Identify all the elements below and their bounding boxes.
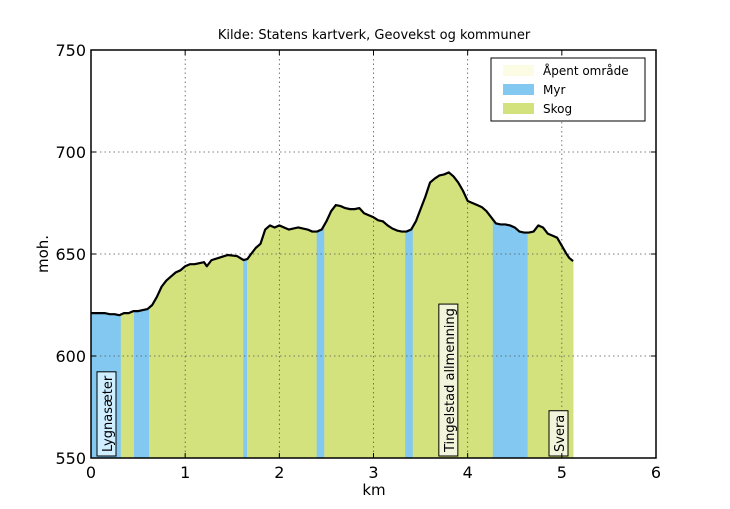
chart-title: Kilde: Statens kartverk, Geovekst og kom… bbox=[218, 28, 531, 43]
x-tick-label: 1 bbox=[180, 463, 190, 482]
terrain-segment-myr bbox=[492, 218, 529, 459]
y-axis-label: moh. bbox=[34, 235, 52, 273]
place-label: Lygnasæter bbox=[96, 371, 117, 457]
terrain-segment-myr bbox=[405, 225, 414, 459]
place-label-box bbox=[548, 410, 569, 457]
elevation-line bbox=[91, 171, 574, 317]
legend-label: Skog bbox=[543, 102, 572, 116]
axis-ticks: 0 1 2 3 4 5 6 550 600 650 700 750 bbox=[55, 41, 661, 482]
terrain-segment-skog bbox=[247, 225, 318, 459]
terrain-segment-myr bbox=[243, 258, 248, 459]
place-label-box bbox=[96, 371, 117, 457]
legend-swatch bbox=[503, 65, 534, 76]
legend-swatch bbox=[503, 103, 534, 114]
legend-label: Myr bbox=[543, 83, 565, 97]
x-tick-label: 4 bbox=[463, 463, 473, 482]
place-label-box bbox=[438, 303, 459, 457]
place-label-text: Tingelstad allmenning bbox=[443, 308, 458, 453]
x-tick-label: 0 bbox=[86, 463, 96, 482]
x-tick-label: 5 bbox=[557, 463, 567, 482]
plot-area: Lygnasæter Tingelstad allmenning Svera bbox=[90, 50, 656, 459]
legend: Åpent område Myr Skog bbox=[490, 57, 646, 122]
y-tick-label: 600 bbox=[55, 347, 86, 366]
y-tick-label: 750 bbox=[55, 41, 86, 60]
place-label-text: Lygnasæter bbox=[101, 375, 116, 452]
terrain-segment-myr bbox=[134, 306, 150, 459]
terrain-segment-skog bbox=[324, 204, 406, 459]
terrain-segment-skog bbox=[120, 310, 135, 459]
terrain-segment-myr bbox=[316, 223, 325, 459]
legend-label: Åpent område bbox=[543, 63, 629, 78]
legend-swatch bbox=[503, 84, 534, 95]
place-label-text: Svera bbox=[553, 415, 568, 452]
x-tick-label: 6 bbox=[651, 463, 661, 482]
place-label: Svera bbox=[548, 410, 569, 457]
place-label: Tingelstad allmenning bbox=[438, 303, 459, 457]
x-axis-label: km bbox=[362, 481, 385, 499]
x-tick-label: 3 bbox=[368, 463, 378, 482]
y-tick-label: 550 bbox=[55, 449, 86, 468]
y-tick-label: 700 bbox=[55, 143, 86, 162]
x-tick-label: 2 bbox=[274, 463, 284, 482]
y-tick-label: 650 bbox=[55, 245, 86, 264]
